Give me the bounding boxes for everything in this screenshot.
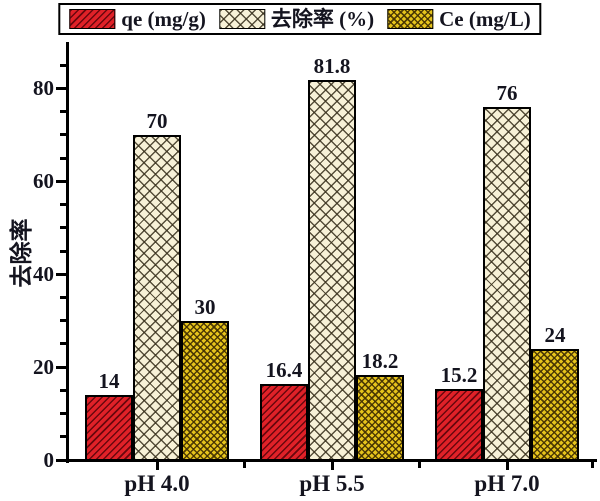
legend-item-removal-rate: 去除率 (%) bbox=[218, 7, 375, 31]
x-major-tick bbox=[155, 461, 159, 470]
y-minor-tick bbox=[60, 412, 66, 416]
legend-item-qe: qe (mg/g) bbox=[69, 7, 206, 31]
y-axis-line bbox=[66, 42, 69, 463]
y-minor-tick bbox=[60, 435, 66, 439]
y-tick-label: 0 bbox=[43, 448, 55, 472]
y-minor-tick bbox=[60, 110, 66, 114]
y-minor-tick bbox=[60, 63, 66, 67]
x-tick-label: pH 5.5 bbox=[299, 471, 365, 496]
x-tick-label: pH 7.0 bbox=[474, 471, 540, 496]
x-minor-tick bbox=[590, 461, 594, 468]
y-minor-tick bbox=[60, 388, 66, 392]
bar bbox=[181, 320, 229, 462]
legend-label-qe: qe (mg/g) bbox=[121, 7, 206, 31]
legend-swatch-removal-rate bbox=[218, 9, 265, 29]
y-tick-label: 80 bbox=[33, 76, 54, 101]
y-major-tick bbox=[56, 272, 66, 276]
bar-value-label: 15.2 bbox=[440, 363, 478, 388]
legend-item-ce: Ce (mg/L) bbox=[387, 7, 531, 31]
x-minor-tick bbox=[243, 461, 246, 468]
x-tick-label: pH 4.0 bbox=[124, 471, 190, 496]
bar bbox=[483, 107, 531, 462]
y-tick-label: 60 bbox=[33, 169, 54, 194]
y-minor-tick bbox=[60, 203, 66, 207]
y-minor-tick bbox=[60, 342, 66, 346]
bar bbox=[133, 134, 181, 462]
x-axis-line bbox=[66, 459, 597, 462]
y-major-tick bbox=[56, 365, 66, 369]
bar bbox=[260, 383, 308, 462]
y-minor-tick bbox=[60, 249, 66, 253]
y-major-tick bbox=[56, 458, 66, 462]
bar bbox=[435, 389, 483, 462]
bar-value-label: 30 bbox=[194, 294, 216, 319]
y-tick-label: 20 bbox=[33, 355, 54, 380]
legend: qe (mg/g) 去除率 (%) Ce (mg/L) bbox=[58, 3, 542, 35]
legend-swatch-ce bbox=[387, 9, 434, 29]
y-major-tick bbox=[56, 179, 66, 183]
bar-value-label: 16.4 bbox=[265, 357, 303, 382]
y-minor-tick bbox=[60, 133, 66, 137]
bar-value-label: 70 bbox=[146, 108, 168, 133]
legend-label-removal-rate: 去除率 (%) bbox=[270, 7, 375, 31]
x-major-tick bbox=[330, 461, 334, 470]
y-major-tick bbox=[56, 86, 66, 90]
bar-value-label: 14 bbox=[98, 368, 120, 393]
x-minor-tick bbox=[418, 461, 421, 468]
legend-swatch-qe bbox=[69, 9, 116, 29]
y-minor-tick bbox=[60, 226, 66, 230]
bar-value-label: 76 bbox=[496, 81, 518, 106]
y-minor-tick bbox=[60, 319, 66, 323]
legend-label-ce: Ce (mg/L) bbox=[439, 7, 531, 31]
bar bbox=[85, 394, 133, 462]
bar bbox=[308, 80, 356, 462]
y-minor-tick bbox=[60, 156, 66, 160]
bar-value-label: 24 bbox=[544, 322, 566, 347]
bar-value-label: 81.8 bbox=[313, 54, 351, 79]
bar bbox=[356, 375, 404, 462]
bar-value-label: 18.2 bbox=[361, 349, 399, 374]
y-tick-label: 40 bbox=[33, 262, 54, 287]
y-minor-tick bbox=[60, 295, 66, 299]
bar bbox=[531, 348, 579, 462]
x-major-tick bbox=[505, 461, 509, 470]
